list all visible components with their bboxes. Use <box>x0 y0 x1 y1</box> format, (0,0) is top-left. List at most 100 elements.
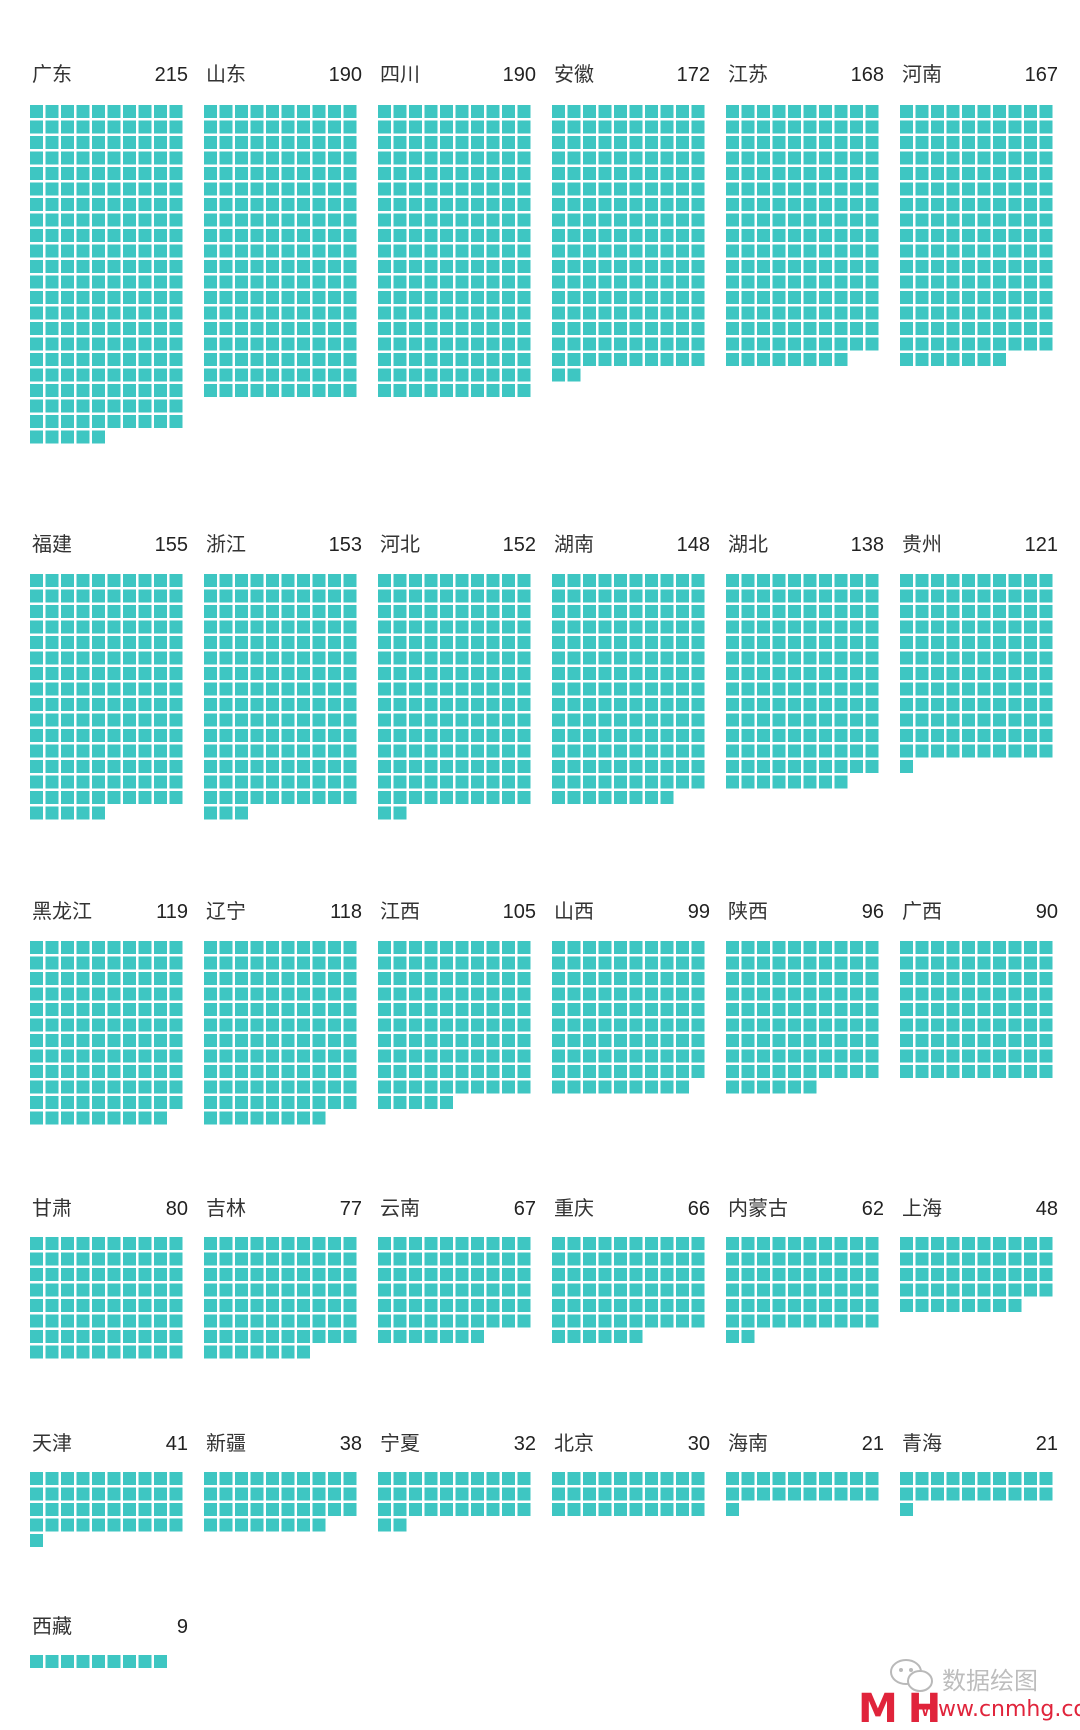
waffle-cell <box>123 337 136 351</box>
waffle-cell <box>343 120 357 134</box>
waffle-cell <box>61 198 74 211</box>
waffle-cell <box>393 1268 407 1281</box>
waffle-cell <box>803 667 817 680</box>
waffle-cell <box>138 1065 152 1078</box>
waffle-cell <box>517 136 531 149</box>
waffle-cell <box>393 182 407 196</box>
waffle-cell <box>900 1034 913 1047</box>
waffle-cell <box>409 987 422 1001</box>
waffle-cell <box>169 1503 183 1516</box>
waffle-cell <box>281 151 295 165</box>
waffle-cell <box>92 368 105 382</box>
waffle-cell <box>583 337 596 351</box>
waffle-cell <box>424 120 438 134</box>
waffle-cell <box>691 229 705 242</box>
waffle-cell <box>819 620 832 634</box>
waffle-cell <box>297 636 310 649</box>
waffle-cell <box>517 1503 531 1516</box>
waffle-cell <box>993 972 1006 985</box>
waffle-cell <box>486 698 500 711</box>
waffle-cell <box>30 698 43 711</box>
waffle-cell <box>977 651 991 665</box>
waffle-cell <box>691 667 705 680</box>
waffle-cell <box>281 167 295 180</box>
waffle-cell <box>834 353 848 366</box>
waffle-cell <box>583 1314 596 1328</box>
waffle-cell <box>583 775 596 789</box>
waffle-cell <box>250 1003 264 1016</box>
waffle-cell <box>393 1283 407 1297</box>
waffle-cell <box>409 353 422 366</box>
waffle-cell <box>266 198 279 211</box>
waffle-cell <box>45 260 59 273</box>
waffle-cell <box>850 229 863 242</box>
waffle-cell <box>788 744 801 758</box>
waffle-cell <box>819 682 832 696</box>
waffle-cell <box>154 775 167 789</box>
waffle-cell <box>726 1049 739 1063</box>
waffle-cell <box>834 667 848 680</box>
waffle-cell <box>598 182 612 196</box>
waffle-cell <box>107 620 121 634</box>
waffle-cell <box>1008 698 1022 711</box>
waffle-cell <box>977 260 991 273</box>
waffle-cell <box>788 291 801 304</box>
waffle-cell <box>138 1472 152 1485</box>
waffle-cell <box>517 353 531 366</box>
waffle-cell <box>343 972 357 985</box>
waffle-cell <box>726 337 739 351</box>
waffle-cell <box>900 1003 913 1016</box>
waffle-cell <box>281 275 295 289</box>
waffle-cell <box>772 1049 786 1063</box>
waffle-cell <box>440 229 453 242</box>
waffle-cell <box>455 1268 469 1281</box>
panel-value: 153 <box>329 534 362 556</box>
waffle-cell <box>598 1487 612 1501</box>
waffle-cell <box>455 1065 469 1078</box>
waffle-cell <box>1008 972 1022 985</box>
panel-title: 北京 <box>554 1431 594 1455</box>
waffle-cell <box>962 651 975 665</box>
waffle-cell <box>772 744 786 758</box>
waffle-cell <box>517 368 531 382</box>
waffle-cell <box>850 322 863 335</box>
waffle-cell <box>235 1503 248 1516</box>
waffle-cell <box>45 698 59 711</box>
waffle-cell <box>819 956 832 970</box>
waffle-cell <box>741 744 755 758</box>
waffle-cell <box>281 651 295 665</box>
waffle-cell <box>819 729 832 742</box>
waffle-cell <box>409 368 422 382</box>
waffle-cell <box>471 1237 484 1250</box>
waffle-cell <box>517 1299 531 1312</box>
waffle-cell <box>962 291 975 304</box>
waffle-cell <box>486 574 500 587</box>
waffle-cell <box>1008 987 1022 1001</box>
waffle-cell <box>455 1237 469 1250</box>
panel-title: 浙江 <box>206 532 246 556</box>
waffle-cell <box>409 574 422 587</box>
waffle-cell <box>583 589 596 603</box>
waffle-cell <box>471 1268 484 1281</box>
waffle-cell <box>645 713 658 727</box>
waffle-cell <box>900 1049 913 1063</box>
waffle-cell <box>660 213 674 227</box>
panel-title: 贵州 <box>902 532 942 556</box>
waffle-cell <box>660 605 674 618</box>
waffle-cell <box>219 1080 233 1094</box>
panel-title: 四川 <box>380 62 420 86</box>
waffle-cell <box>76 229 90 242</box>
waffle-cell <box>803 182 817 196</box>
waffle-cell <box>154 337 167 351</box>
waffle-cell <box>660 1314 674 1328</box>
waffle-cell <box>502 775 515 789</box>
waffle-cell <box>726 698 739 711</box>
waffle-cell <box>865 1049 879 1063</box>
waffle-cell <box>1024 1003 1037 1016</box>
waffle-cell <box>900 244 913 258</box>
waffle-cell <box>343 275 357 289</box>
waffle-cell <box>61 775 74 789</box>
waffle-cell <box>61 682 74 696</box>
waffle-cell <box>900 620 913 634</box>
waffle-cell <box>614 1080 627 1094</box>
